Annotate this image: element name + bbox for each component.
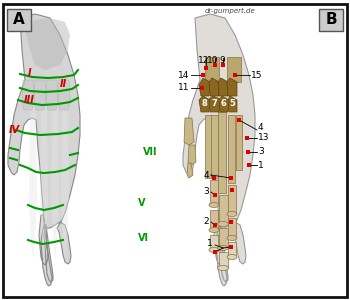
Point: [212, 250, 218, 254]
Bar: [219, 252, 228, 268]
Polygon shape: [61, 100, 69, 260]
Bar: [210, 235, 218, 250]
Bar: [219, 228, 228, 248]
Polygon shape: [8, 14, 80, 286]
Polygon shape: [51, 100, 59, 260]
Text: 1: 1: [207, 239, 213, 248]
Ellipse shape: [209, 227, 219, 232]
Text: 8: 8: [201, 100, 207, 109]
Ellipse shape: [217, 245, 229, 250]
FancyBboxPatch shape: [319, 9, 343, 31]
Polygon shape: [40, 100, 48, 260]
Bar: [210, 210, 218, 230]
Ellipse shape: [209, 248, 219, 253]
Text: 5: 5: [229, 100, 235, 109]
Point: [212, 223, 218, 227]
Polygon shape: [29, 100, 37, 260]
Polygon shape: [184, 118, 194, 145]
Bar: [218, 112, 226, 193]
Point: [244, 136, 250, 140]
Point: [228, 220, 234, 224]
Text: 6: 6: [220, 100, 226, 109]
Point: [220, 63, 226, 68]
Polygon shape: [199, 96, 210, 112]
Polygon shape: [227, 78, 237, 96]
Point: [245, 150, 251, 154]
Text: A: A: [13, 13, 25, 28]
Text: 4: 4: [258, 124, 264, 133]
Point: [228, 244, 234, 249]
Point: [246, 163, 252, 167]
Point: [200, 73, 206, 77]
Bar: [227, 57, 241, 82]
Text: 9: 9: [219, 56, 225, 65]
Text: B: B: [325, 13, 337, 28]
Text: 11: 11: [177, 83, 189, 92]
Point: [212, 63, 218, 68]
Text: 15: 15: [251, 70, 262, 80]
Text: 4: 4: [203, 170, 209, 179]
Text: 2: 2: [203, 218, 209, 226]
Point: [232, 73, 238, 77]
Bar: [228, 185, 236, 214]
Polygon shape: [187, 163, 193, 178]
Polygon shape: [188, 145, 196, 165]
Bar: [228, 115, 235, 183]
Point: [199, 85, 205, 90]
Ellipse shape: [217, 221, 229, 226]
Bar: [205, 57, 219, 82]
Polygon shape: [199, 78, 210, 96]
Polygon shape: [22, 80, 34, 110]
Text: 14: 14: [177, 70, 189, 80]
Bar: [228, 242, 236, 257]
Text: IV: IV: [9, 125, 20, 135]
Text: dr-gumpert.de: dr-gumpert.de: [205, 8, 256, 14]
Point: [236, 118, 242, 122]
Ellipse shape: [209, 202, 219, 208]
Point: [203, 66, 209, 70]
Polygon shape: [25, 18, 70, 70]
Text: 10: 10: [207, 56, 219, 65]
Text: II: II: [60, 79, 67, 89]
Polygon shape: [209, 96, 220, 112]
Text: III: III: [24, 95, 35, 105]
Polygon shape: [228, 96, 237, 112]
Ellipse shape: [227, 254, 237, 260]
Polygon shape: [209, 78, 219, 96]
Polygon shape: [219, 96, 229, 112]
Ellipse shape: [217, 266, 229, 271]
Text: VI: VI: [138, 233, 149, 243]
Point: [228, 176, 234, 180]
Bar: [236, 115, 242, 170]
Ellipse shape: [227, 212, 237, 217]
Text: 3: 3: [258, 148, 264, 157]
Text: VII: VII: [143, 147, 158, 157]
Text: 1: 1: [258, 160, 264, 169]
Bar: [210, 180, 218, 205]
Text: 12: 12: [198, 56, 210, 65]
Bar: [219, 195, 228, 224]
Bar: [211, 115, 218, 178]
Point: [212, 193, 218, 197]
Text: I: I: [28, 68, 32, 78]
Polygon shape: [58, 80, 70, 110]
Polygon shape: [183, 14, 255, 286]
Bar: [228, 218, 236, 238]
Point: [229, 188, 235, 192]
Text: 13: 13: [258, 134, 270, 142]
Text: 3: 3: [203, 188, 209, 196]
Bar: [205, 115, 212, 178]
Text: 7: 7: [211, 100, 217, 109]
Polygon shape: [34, 80, 46, 110]
Polygon shape: [46, 80, 58, 110]
Text: V: V: [138, 198, 146, 208]
Ellipse shape: [227, 236, 237, 241]
Polygon shape: [218, 78, 228, 96]
Point: [211, 176, 217, 180]
FancyBboxPatch shape: [7, 9, 31, 31]
